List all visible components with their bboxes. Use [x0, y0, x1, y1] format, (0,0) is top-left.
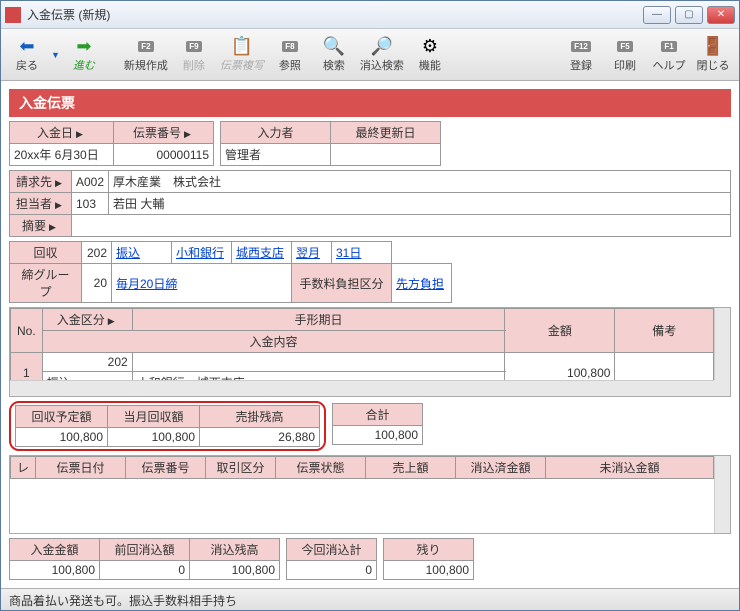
person-name-field[interactable]: 若田 大輔 [109, 193, 731, 215]
scrollbar-horizontal[interactable] [10, 380, 714, 396]
person-code-field[interactable]: 103 [72, 193, 109, 215]
copy-icon: 📋 [231, 35, 253, 59]
billto-code-field[interactable]: A002 [72, 171, 109, 193]
row1-kubun-code[interactable]: 202 [42, 353, 132, 372]
reference-button[interactable]: F8 参照 [270, 32, 310, 78]
row1-kingaku[interactable]: 100,800 [505, 353, 615, 381]
note-field[interactable] [72, 215, 731, 237]
close-code: 20 [82, 264, 112, 303]
row1-kijitsu[interactable] [132, 353, 505, 372]
updated-field [331, 144, 441, 166]
row1-biko[interactable] [615, 353, 714, 381]
register-button[interactable]: F12 登録 [561, 32, 601, 78]
collect-type-link[interactable]: 振込 [112, 242, 172, 264]
month-link[interactable]: 翌月 [292, 242, 332, 264]
back-dropdown-icon[interactable]: ▼ [51, 50, 60, 60]
summary-highlight-box: 回収予定額 当月回収額 売掛残高 100,800 100,800 26,880 [9, 401, 326, 451]
clearsearch-icon: 🔎 [371, 35, 393, 59]
delete-button[interactable]: F9 削除 [174, 32, 214, 78]
nyukin-value: 100,800 [10, 561, 100, 580]
table-row[interactable]: 1 202 100,800 [11, 353, 714, 372]
row1-naiyo[interactable]: 小和銀行 城西支店 [132, 372, 505, 381]
nokori-value: 100,800 [384, 561, 474, 580]
collect-code: 202 [82, 242, 112, 264]
copy-button[interactable]: 📋 伝票複写 [218, 32, 266, 78]
deposit-date-field[interactable]: 20xx年 6月30日 [10, 144, 114, 166]
togetsu-value: 100,800 [108, 428, 200, 447]
close-button[interactable]: ✕ [707, 6, 735, 24]
fee-link[interactable]: 先方負担 [392, 264, 452, 303]
deposit-grid: No. 入金区分▶ 手形期日 金額 備考 入金内容 1 202 100,800 [9, 307, 731, 397]
forward-button[interactable]: ➡ 進む [64, 32, 104, 78]
collection-block: 回収 202 振込 小和銀行 城西支店 翌月 31日 締グループ 20 毎月20… [9, 241, 731, 303]
reconcile-grid: レ 伝票日付 伝票番号 取引区分 伝票状態 売上額 消込済金額 未消込金額 [9, 455, 731, 534]
close-window-button[interactable]: 🚪 閉じる [693, 32, 733, 78]
forward-icon: ➡ [76, 35, 91, 59]
chevron-right-icon[interactable]: ▶ [52, 200, 65, 210]
window-title: 入金伝票 (新規) [27, 6, 643, 23]
close-name-link[interactable]: 毎月20日締 [112, 264, 292, 303]
statusbar: 商品着払い発送も可。振込手数料相手持ち [1, 588, 739, 610]
back-icon: ⬅ [19, 35, 34, 59]
row1-kubun-name[interactable]: 振込 [42, 372, 132, 381]
chevron-right-icon[interactable]: ▶ [52, 178, 65, 188]
function-button[interactable]: ⚙ 機能 [410, 32, 450, 78]
zandaka-value: 100,800 [190, 561, 280, 580]
konkai-value: 0 [287, 561, 377, 580]
page-title: 入金伝票 [9, 89, 731, 117]
back-button[interactable]: ⬅ 戻る [7, 32, 47, 78]
chevron-right-icon[interactable]: ▶ [73, 129, 86, 139]
day-link[interactable]: 31日 [332, 242, 392, 264]
chevron-right-icon[interactable]: ▶ [46, 222, 59, 232]
header-block-2: 入力者 最終更新日 管理者 [220, 121, 441, 166]
header-block-1: 入金日▶ 伝票番号▶ 20xx年 6月30日 00000115 [9, 121, 214, 166]
scrollbar-vertical[interactable] [714, 308, 730, 380]
chevron-right-icon[interactable]: ▶ [181, 129, 194, 139]
reconcile-grid-body[interactable] [10, 479, 714, 533]
gokei-value: 100,800 [333, 426, 423, 445]
search-icon: 🔍 [323, 35, 345, 59]
enterer-field[interactable]: 管理者 [221, 144, 331, 166]
clear-search-button[interactable]: 🔎 消込検索 [358, 32, 406, 78]
zenkai-value: 0 [100, 561, 190, 580]
app-icon [5, 7, 21, 23]
chevron-right-icon[interactable]: ▶ [105, 316, 118, 326]
search-button[interactable]: 🔍 検索 [314, 32, 354, 78]
minimize-button[interactable]: — [643, 6, 671, 24]
urikake-value: 26,880 [200, 428, 320, 447]
door-icon: 🚪 [702, 35, 724, 59]
scrollbar-vertical[interactable] [714, 456, 730, 533]
billto-name-field[interactable]: 厚木産業 株式会社 [109, 171, 731, 193]
new-button[interactable]: F2 新規作成 [122, 32, 170, 78]
billing-block: 請求先▶ A002 厚木産業 株式会社 担当者▶ 103 若田 大輔 摘要▶ [9, 170, 731, 237]
yotei-value: 100,800 [16, 428, 108, 447]
help-button[interactable]: F1 ヘルプ [649, 32, 689, 78]
branch-link[interactable]: 城西支店 [232, 242, 292, 264]
maximize-button[interactable]: ▢ [675, 6, 703, 24]
bank-link[interactable]: 小和銀行 [172, 242, 232, 264]
gear-icon: ⚙ [422, 35, 438, 59]
print-button[interactable]: F5 印刷 [605, 32, 645, 78]
slip-number-field[interactable]: 00000115 [114, 144, 214, 166]
